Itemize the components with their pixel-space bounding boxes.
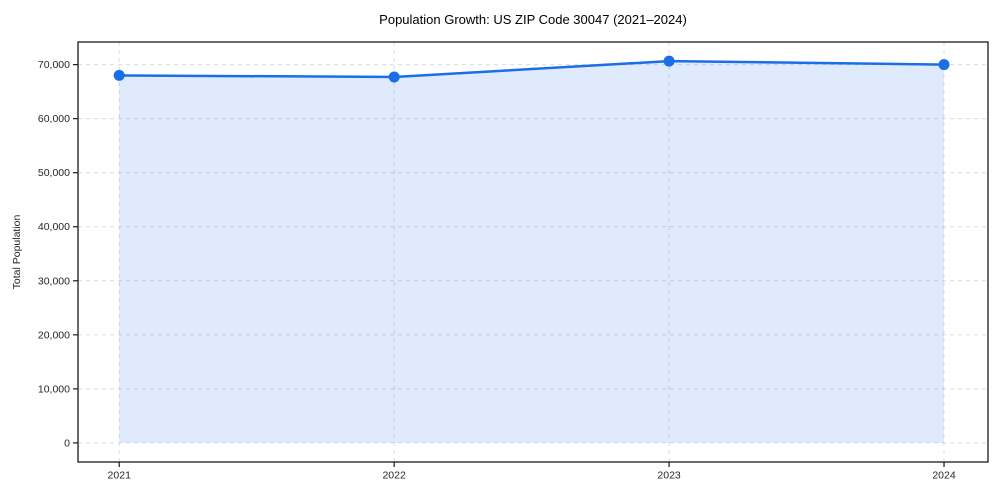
y-tick-label: 0 — [64, 437, 70, 449]
chart-title: Population Growth: US ZIP Code 30047 (20… — [379, 12, 687, 27]
y-axis-label: Total Population — [11, 214, 23, 289]
y-tick-labels: 0 10,000 20,000 30,000 40,000 50,000 60,000 70,… — [38, 59, 70, 449]
x-tick-label: 2023 — [657, 470, 681, 482]
series-line — [117, 59, 946, 79]
data-point-marker — [663, 55, 675, 67]
y-tick-label: 20,000 — [38, 329, 70, 341]
data-point-marker — [113, 69, 125, 81]
y-tick-label: 60,000 — [38, 113, 70, 125]
y-tick-label: 50,000 — [38, 167, 70, 179]
x-tick-labels: 2021 2022 2023 2024 — [108, 470, 956, 482]
x-tick-label: 2022 — [382, 470, 406, 482]
y-tick-label: 40,000 — [38, 221, 70, 233]
x-tick-label: 2024 — [932, 470, 956, 482]
plot-area — [78, 42, 988, 462]
data-point-marker — [938, 59, 950, 71]
y-tick-marks — [73, 64, 78, 444]
data-points — [113, 55, 950, 83]
gridlines — [78, 42, 988, 462]
y-tick-label: 10,000 — [38, 383, 70, 395]
x-tick-label: 2021 — [108, 470, 132, 482]
y-tick-label: 30,000 — [38, 275, 70, 287]
y-tick-label: 70,000 — [38, 59, 70, 71]
plot-border — [77, 41, 989, 463]
data-point-marker — [388, 71, 400, 83]
area-fill — [119, 61, 944, 443]
x-tick-marks — [118, 462, 945, 467]
